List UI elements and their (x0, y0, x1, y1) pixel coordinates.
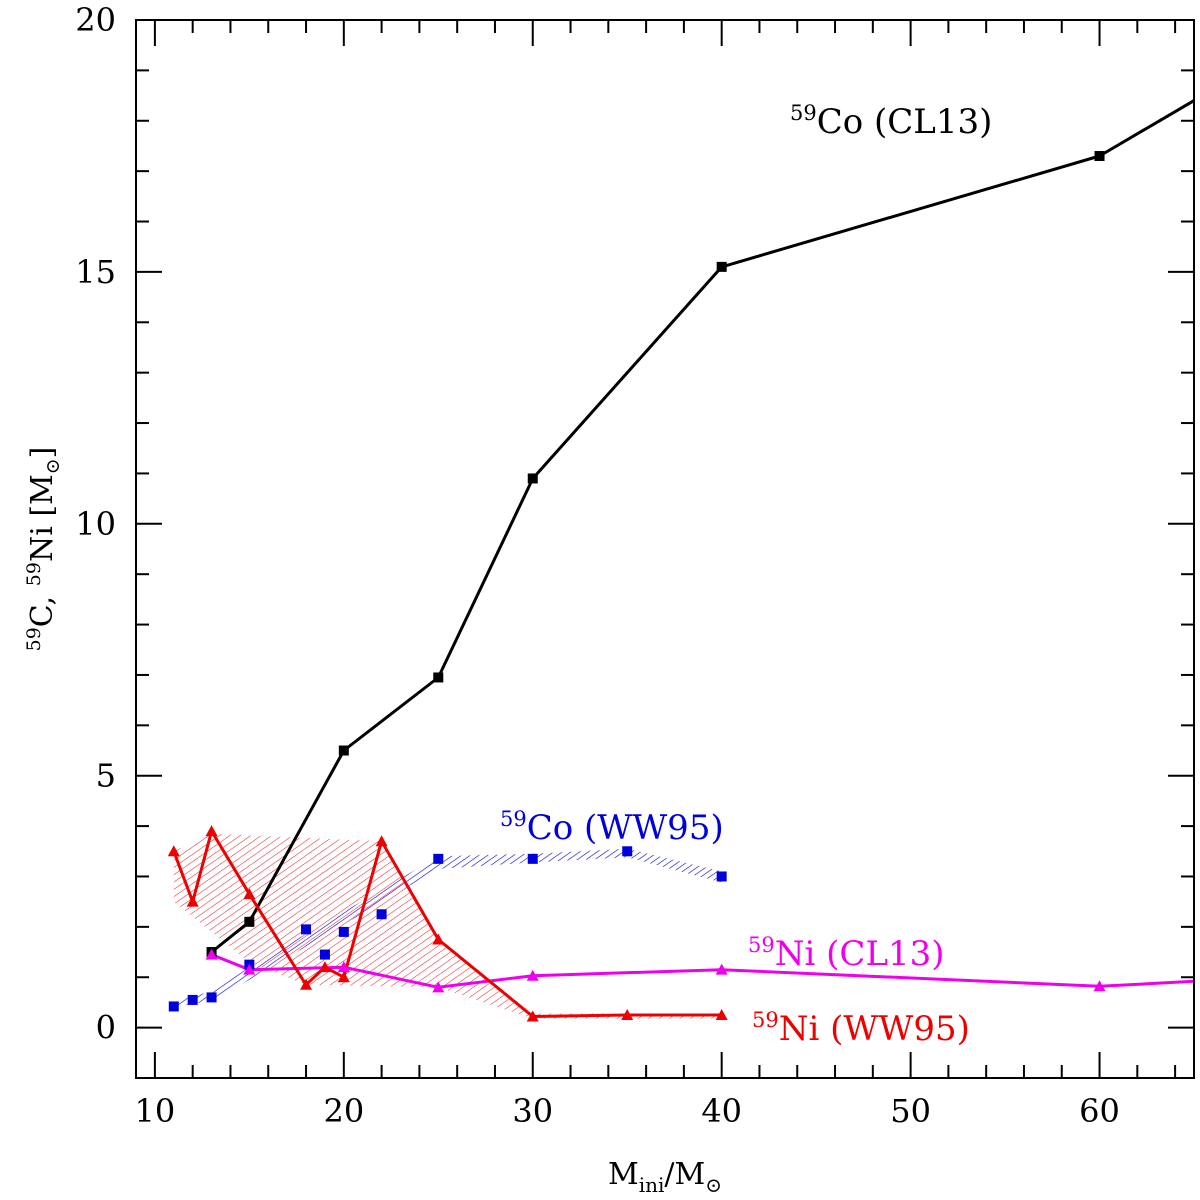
point-ni-ww95 (205, 825, 218, 837)
point-ni-cl13 (205, 948, 218, 960)
axis-ticks (136, 19, 1194, 1079)
point-ni-cl13 (715, 963, 728, 975)
label-co-cl13: 59Co (CL13) (790, 101, 992, 142)
point-ni-cl13 (526, 969, 539, 981)
point-co-cl13 (338, 745, 349, 756)
label-ni-cl13-sup: 59 (748, 933, 775, 957)
point-ni-ww95 (337, 971, 350, 983)
series-lines (172, 99, 1194, 1018)
x-tick-label: 20 (323, 1092, 364, 1130)
x-tick-label: 50 (890, 1092, 931, 1130)
label-co-cl13-sup: 59 (790, 101, 817, 125)
point-ni-ww95 (318, 961, 331, 973)
y-label-sym: ⊙ (42, 458, 64, 474)
y-tick-label: 5 (96, 757, 116, 795)
y-axis-label: 59C, 59Ni [M⊙] (23, 447, 64, 652)
point-co-cl13 (433, 672, 444, 683)
label-ni-cl13-text: Ni (CL13) (775, 934, 945, 974)
point-co-ww95 (376, 909, 387, 920)
point-co-ww95 (319, 949, 330, 960)
y-tick-label: 0 (96, 1009, 116, 1047)
x-label-sym: ⊙ (705, 1173, 722, 1197)
point-co-ww95 (187, 994, 198, 1005)
line-ni-cl13 (211, 953, 1194, 989)
label-co-ww95: 59Co (WW95) (500, 807, 724, 848)
point-ni-cl13 (432, 981, 445, 993)
point-ni-ww95 (243, 888, 256, 900)
series-markers (167, 151, 1106, 1022)
y-label-sup1: 59 (23, 627, 45, 651)
y-label-p3: ] (25, 447, 60, 459)
point-co-ww95 (206, 992, 217, 1003)
y-tick-label: 20 (75, 1, 116, 39)
line-co-cl13 (210, 99, 1194, 954)
point-ni-ww95 (526, 1010, 539, 1022)
label-co-ww95-text: Co (WW95) (527, 808, 724, 848)
label-ni-ww95: 59Ni (WW95) (752, 1008, 970, 1049)
point-co-ww95 (716, 871, 727, 882)
x-label-main: M (608, 1157, 639, 1192)
y-label-sup2: 59 (23, 562, 45, 586)
x-tick-label: 30 (512, 1092, 553, 1130)
x-label-sub: ini (639, 1173, 665, 1197)
point-ni-cl13 (337, 961, 350, 973)
y-label-p2: Ni [M (25, 474, 60, 562)
point-ni-ww95 (375, 835, 388, 847)
point-co-ww95 (168, 1001, 179, 1012)
point-ni-ww95 (186, 895, 199, 907)
x-tick-label: 40 (701, 1092, 742, 1130)
y-label-p1: C, (25, 586, 60, 627)
point-co-ww95 (622, 846, 633, 857)
x-tick-label: 60 (1079, 1092, 1120, 1130)
point-co-cl13 (527, 473, 538, 484)
point-ni-ww95 (621, 1009, 634, 1021)
point-ni-ww95 (715, 1009, 728, 1021)
point-ni-ww95 (432, 933, 445, 945)
point-co-ww95 (433, 853, 444, 864)
line-ni-ww95 (172, 829, 722, 1018)
point-ni-ww95 (167, 845, 180, 857)
point-ni-cl13 (243, 963, 256, 975)
x-tick-label: 10 (135, 1092, 176, 1130)
label-ni-ww95-sup: 59 (752, 1008, 779, 1032)
point-ni-cl13 (1093, 980, 1106, 992)
point-co-cl13 (716, 261, 727, 272)
band-co-ww95 (173, 848, 722, 1009)
y-tick-label: 10 (75, 505, 116, 543)
label-ni-cl13: 59Ni (CL13) (748, 933, 945, 974)
point-co-ww95 (338, 926, 349, 937)
label-ni-ww95-text: Ni (WW95) (779, 1009, 970, 1049)
point-ni-ww95 (300, 978, 313, 990)
x-axis-label: Mini/M⊙ (608, 1157, 722, 1197)
tick-labels: 10 20 30 40 50 60 0 5 10 15 20 (75, 1, 1120, 1130)
y-tick-label: 15 (75, 253, 116, 291)
hatched-bands (173, 833, 722, 1019)
label-co-cl13-text: Co (CL13) (817, 102, 993, 142)
band-ni-ww95 (173, 833, 722, 1019)
plot-frame (135, 19, 1195, 1079)
point-co-cl13 (1094, 151, 1105, 162)
point-co-ww95 (527, 853, 538, 864)
point-co-ww95 (301, 924, 312, 935)
point-co-cl13 (244, 916, 255, 927)
label-co-ww95-sup: 59 (500, 807, 527, 831)
x-label-tail: /M (664, 1157, 705, 1192)
